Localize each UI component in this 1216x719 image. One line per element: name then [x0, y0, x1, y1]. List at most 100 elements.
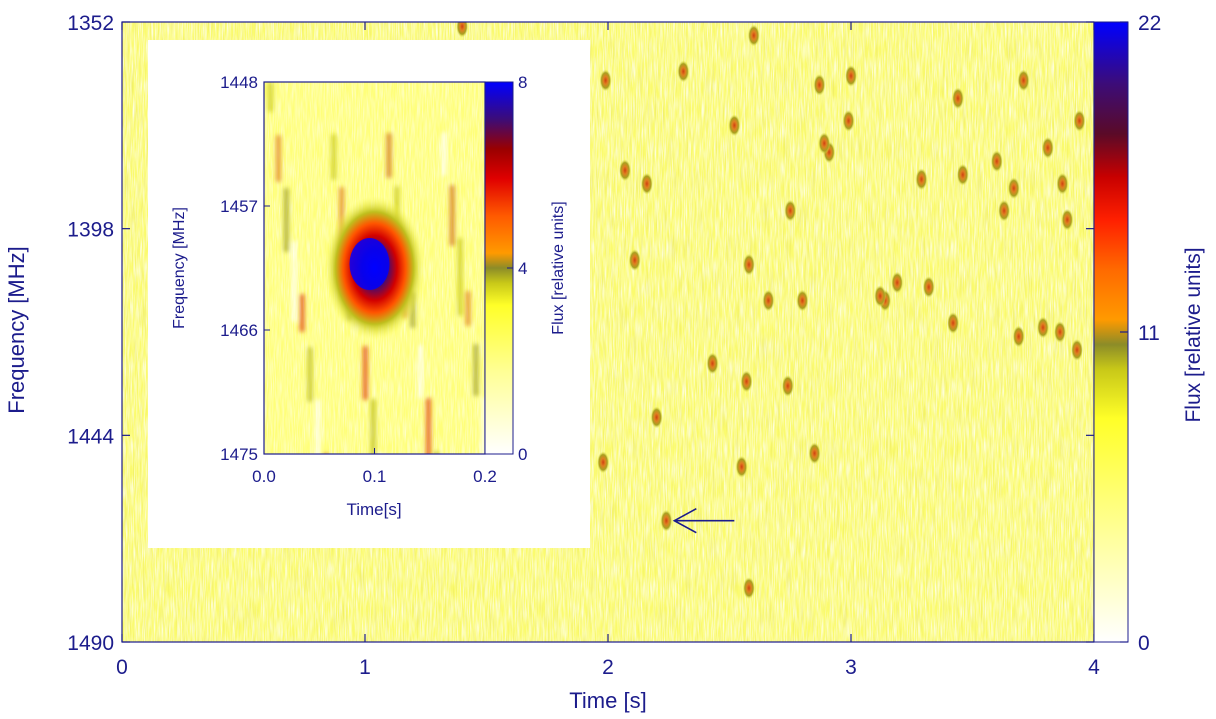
- inset-streak: [283, 188, 289, 252]
- bright-spots: [456, 22, 1086, 600]
- inset-streak: [331, 134, 337, 180]
- inset-axes: 0.0 0.1 0.2 1448 1457 1466 1475: [220, 73, 497, 486]
- bright-spot: [728, 114, 741, 137]
- bright-spot: [742, 577, 755, 600]
- bright-spot: [706, 352, 719, 375]
- inset-colorbar-tick-label: 4: [518, 259, 527, 278]
- inset-y-tick-label: 1466: [220, 321, 258, 340]
- bright-spot: [956, 163, 969, 186]
- inset-colorbar-tick-label: 0: [518, 445, 527, 464]
- pulse-signal: [324, 196, 425, 340]
- bright-spot: [990, 150, 1003, 173]
- inset-x-tick-label: 0.1: [363, 467, 387, 486]
- bright-spot: [677, 60, 690, 83]
- inset-streak: [307, 347, 313, 402]
- bright-spot: [1053, 321, 1066, 343]
- bright-spot: [628, 249, 641, 272]
- bright-spot: [762, 289, 775, 312]
- inset-streak: [457, 238, 463, 316]
- inset-colorbar-axis: 0 4 8: [507, 73, 527, 464]
- x-tick-label: 1: [359, 656, 371, 679]
- bright-spot: [735, 455, 748, 478]
- colorbar-tick-label: 0: [1138, 632, 1150, 655]
- bright-spot: [1070, 338, 1083, 361]
- inset-streak: [449, 185, 455, 246]
- bright-spot: [742, 253, 755, 276]
- bright-spot: [1041, 136, 1054, 159]
- bright-spot: [781, 374, 794, 397]
- y-tick-label: 1398: [67, 219, 114, 242]
- bright-spot: [1007, 177, 1020, 200]
- pulse-core: [349, 238, 390, 290]
- bright-spot: [1036, 316, 1049, 339]
- colorbar-tick-label: 22: [1138, 12, 1161, 35]
- bright-spot: [1073, 109, 1086, 132]
- bright-spot: [784, 199, 797, 222]
- inset-xlabel: Time[s]: [346, 500, 401, 519]
- main-xlabel: Time [s]: [569, 688, 646, 713]
- inset-streak: [426, 398, 431, 454]
- bright-spot: [842, 109, 855, 132]
- bright-spot: [1061, 208, 1074, 231]
- inset-streak: [362, 346, 368, 400]
- bright-spot: [998, 199, 1011, 222]
- bright-spot: [597, 451, 610, 474]
- bright-spot: [599, 69, 612, 92]
- bright-spot: [640, 172, 653, 195]
- y-tick-label: 1444: [67, 425, 114, 448]
- main-colorbar-axis: 0 11 22: [1120, 12, 1161, 655]
- bright-spot: [947, 312, 960, 335]
- inset-x-tick-label: 0.2: [473, 467, 497, 486]
- inset-streak: [275, 135, 281, 182]
- bright-spot: [619, 159, 632, 182]
- bright-spot: [915, 168, 928, 191]
- bright-spot: [808, 442, 821, 465]
- bright-spot: [845, 64, 857, 87]
- colorbar-tick-label: 11: [1138, 322, 1160, 345]
- inset-streak: [386, 133, 392, 178]
- inset-streak: [370, 399, 376, 454]
- bright-spot: [650, 406, 663, 429]
- inset-streak: [473, 344, 479, 396]
- bright-spot: [874, 285, 887, 308]
- arrow-annotation: [672, 507, 735, 534]
- inset-y-tick-label: 1448: [220, 73, 258, 92]
- inset-colorbar-label: Flux [relative units]: [550, 201, 567, 334]
- bright-spot: [1017, 69, 1030, 92]
- inset-streak: [481, 397, 485, 454]
- main-ylabel: Frequency [MHz]: [4, 246, 29, 414]
- inset-streak: [441, 132, 447, 176]
- y-tick-label: 1490: [67, 632, 114, 655]
- inset-streak: [291, 241, 297, 322]
- main-colorbar-label: Flux [relative units]: [1182, 247, 1205, 422]
- inset-heatmap: [264, 82, 485, 454]
- inset-y-tick-label: 1475: [220, 445, 258, 464]
- bright-spot: [660, 509, 673, 532]
- inset-streaks: [268, 82, 485, 454]
- inset-streak: [465, 291, 471, 326]
- bright-spot: [891, 271, 904, 294]
- bright-spot: [796, 289, 809, 312]
- inset-y-tick-label: 1457: [220, 197, 258, 216]
- x-tick-label: 2: [602, 656, 614, 679]
- bright-spot: [456, 22, 469, 38]
- bright-spot: [740, 370, 753, 393]
- y-tick-label: 1352: [67, 12, 114, 35]
- inset-streak: [433, 451, 439, 454]
- bright-spot: [951, 87, 964, 110]
- bright-spot: [818, 132, 831, 155]
- x-tick-label: 3: [845, 656, 857, 679]
- bright-spot: [1056, 172, 1069, 195]
- bright-spot: [813, 73, 826, 96]
- inset-x-tick-label: 0.0: [252, 467, 276, 486]
- main-axes: 0 1 2 3 4 1352 1398 1444 1490: [67, 12, 1100, 679]
- x-tick-label: 0: [116, 656, 128, 679]
- bright-spot: [1012, 325, 1025, 348]
- inset-streak: [268, 82, 273, 112]
- inset-streak: [418, 345, 424, 398]
- inset-streak: [315, 400, 321, 454]
- inset-streak: [299, 294, 305, 332]
- x-tick-label: 4: [1088, 656, 1100, 679]
- bright-spot: [747, 24, 760, 47]
